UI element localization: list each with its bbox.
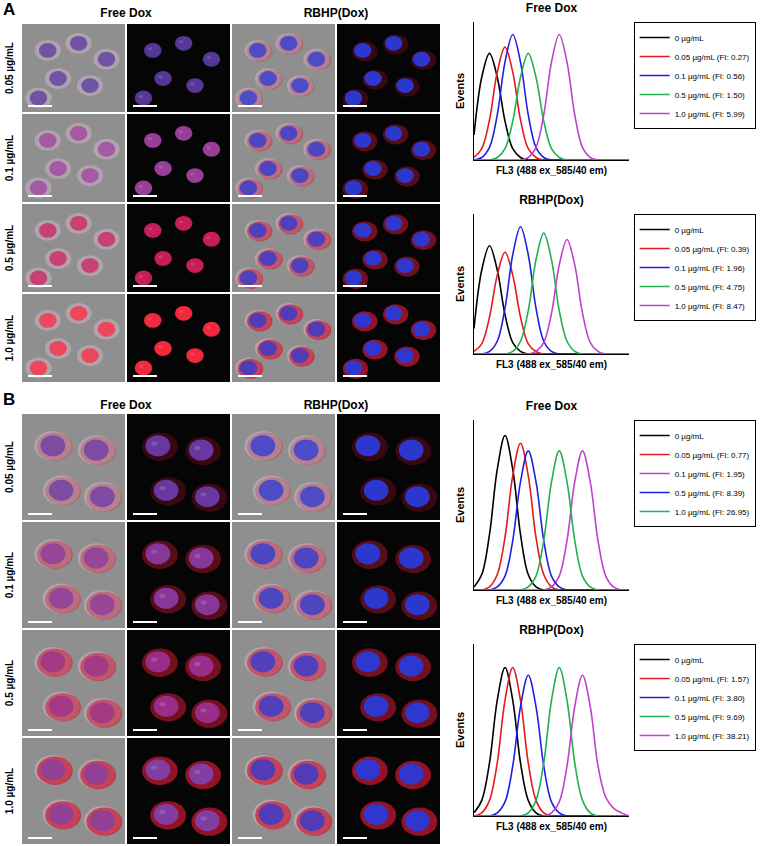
svg-text:0.05 µg/mL (FI: 1.57): 0.05 µg/mL (FI: 1.57) [675, 675, 750, 684]
svg-text:Free Dox: Free Dox [100, 6, 152, 20]
svg-text:RBHP(Dox): RBHP(Dox) [304, 6, 369, 20]
svg-text:Events: Events [454, 266, 466, 302]
svg-text:Events: Events [454, 487, 466, 523]
svg-text:1.0 µg/mL: 1.0 µg/mL [4, 315, 15, 361]
svg-text:0 µg/mL: 0 µg/mL [675, 34, 705, 43]
svg-text:0.05 µg/mL (FI: 0.77): 0.05 µg/mL (FI: 0.77) [675, 451, 750, 460]
svg-text:0.1 µg/mL (FI: 1.95): 0.1 µg/mL (FI: 1.95) [675, 470, 745, 479]
svg-text:Free Dox: Free Dox [526, 1, 578, 15]
svg-text:RBHP(Dox): RBHP(Dox) [519, 623, 584, 637]
svg-text:1.0 µg/mL (FI: 38.21): 1.0 µg/mL (FI: 38.21) [675, 732, 750, 741]
svg-text:A: A [3, 0, 15, 19]
svg-text:FL3 (488 ex_585/40 em): FL3 (488 ex_585/40 em) [496, 821, 607, 832]
svg-text:0.5 µg/mL (FI: 1.50): 0.5 µg/mL (FI: 1.50) [675, 91, 745, 100]
svg-text:FL3 (488 ex_585/40 em): FL3 (488 ex_585/40 em) [496, 165, 607, 176]
svg-text:0 µg/mL: 0 µg/mL [675, 432, 705, 441]
svg-text:0 µg/mL: 0 µg/mL [675, 656, 705, 665]
svg-text:0.05 µg/mL: 0.05 µg/mL [4, 441, 15, 493]
svg-text:1.0 µg/mL (FI: 8.47): 1.0 µg/mL (FI: 8.47) [675, 302, 745, 311]
svg-text:0.1 µg/mL: 0.1 µg/mL [4, 552, 15, 598]
svg-text:1.0 µg/mL (FI: 26.95): 1.0 µg/mL (FI: 26.95) [675, 508, 750, 517]
svg-text:FL3 (488 ex_585/40 em): FL3 (488 ex_585/40 em) [496, 595, 607, 606]
svg-text:0.5 µg/mL: 0.5 µg/mL [4, 660, 15, 706]
svg-text:0.05 µg/mL (FI: 0.27): 0.05 µg/mL (FI: 0.27) [675, 53, 750, 62]
svg-text:Free Dox: Free Dox [526, 399, 578, 413]
svg-text:Events: Events [454, 712, 466, 748]
svg-text:B: B [3, 390, 15, 409]
svg-text:0.05 µg/mL: 0.05 µg/mL [4, 42, 15, 94]
svg-text:0.5 µg/mL: 0.5 µg/mL [4, 225, 15, 271]
svg-text:0.5 µg/mL (FI: 8.39): 0.5 µg/mL (FI: 8.39) [675, 489, 745, 498]
svg-text:0.1 µg/mL (FI: 0.56): 0.1 µg/mL (FI: 0.56) [675, 72, 745, 81]
svg-text:0.1 µg/mL (FI: 3.80): 0.1 µg/mL (FI: 3.80) [675, 694, 745, 703]
svg-text:0.1 µg/mL: 0.1 µg/mL [4, 135, 15, 181]
svg-text:RBHP(Dox): RBHP(Dox) [519, 193, 584, 207]
svg-text:0.1 µg/mL (FI: 1.96): 0.1 µg/mL (FI: 1.96) [675, 264, 745, 273]
svg-text:RBHP(Dox): RBHP(Dox) [304, 398, 369, 412]
svg-text:0 µg/mL: 0 µg/mL [675, 226, 705, 235]
svg-text:0.05 µg/mL (FI: 0.39): 0.05 µg/mL (FI: 0.39) [675, 245, 750, 254]
svg-text:0.5 µg/mL (FI: 9.69): 0.5 µg/mL (FI: 9.69) [675, 713, 745, 722]
svg-text:0.5 µg/mL (FI: 4.75): 0.5 µg/mL (FI: 4.75) [675, 283, 745, 292]
svg-text:1.0 µg/mL: 1.0 µg/mL [4, 768, 15, 814]
svg-text:Events: Events [454, 73, 466, 109]
svg-text:1.0 µg/mL (FI: 5.99): 1.0 µg/mL (FI: 5.99) [675, 110, 745, 119]
svg-text:FL3 (488 ex_585/40 em): FL3 (488 ex_585/40 em) [496, 359, 607, 370]
svg-text:Free Dox: Free Dox [100, 398, 152, 412]
